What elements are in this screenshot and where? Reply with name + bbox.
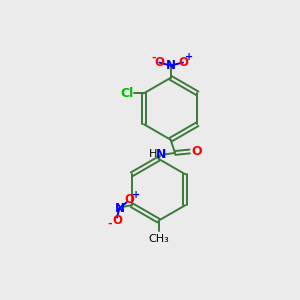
- Text: O: O: [178, 56, 188, 69]
- Text: N: N: [156, 148, 166, 161]
- Text: +: +: [185, 52, 193, 62]
- Text: N: N: [166, 59, 176, 72]
- Text: H: H: [148, 149, 157, 159]
- Text: Cl: Cl: [120, 87, 134, 100]
- Text: CH₃: CH₃: [148, 234, 169, 244]
- Text: N: N: [114, 202, 124, 215]
- Text: -: -: [107, 218, 112, 229]
- Text: O: O: [154, 56, 164, 69]
- Text: O: O: [125, 194, 135, 206]
- Text: -: -: [151, 53, 156, 63]
- Text: O: O: [112, 214, 122, 227]
- Text: O: O: [191, 145, 202, 158]
- Text: +: +: [132, 190, 140, 200]
